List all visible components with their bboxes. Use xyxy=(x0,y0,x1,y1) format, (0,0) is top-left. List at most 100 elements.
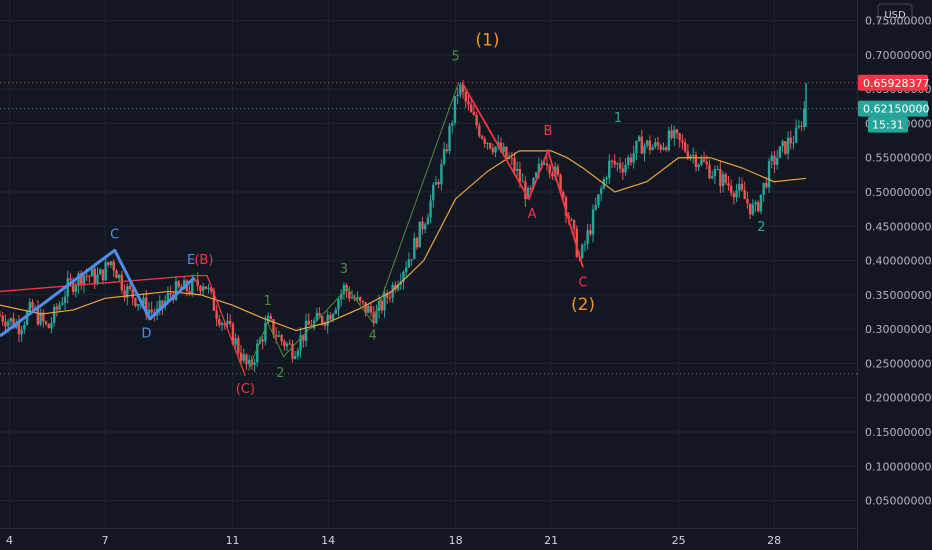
candle-body xyxy=(101,269,105,281)
candle-body xyxy=(551,173,554,177)
candle-body xyxy=(494,146,497,153)
wave-label: 1 xyxy=(614,111,622,126)
candle-body xyxy=(472,112,476,115)
candle-body xyxy=(220,323,224,326)
price-badge xyxy=(858,74,928,91)
price-axis[interactable]: USD 0.750000000.700000000.650000000.6000… xyxy=(857,0,932,550)
candle-body xyxy=(708,164,711,179)
candle-body xyxy=(459,84,462,95)
candle-body xyxy=(404,267,408,272)
candle-body xyxy=(445,149,449,152)
candle-body xyxy=(98,269,102,275)
candle-body xyxy=(532,177,535,189)
candle-body xyxy=(524,181,527,200)
candle-body xyxy=(269,315,272,320)
candle-body xyxy=(147,309,151,315)
candle-body xyxy=(483,138,486,144)
candle-body xyxy=(426,217,430,225)
currency-box[interactable] xyxy=(877,3,913,25)
candle-body xyxy=(302,335,305,341)
candle-body xyxy=(608,160,611,179)
candle-body xyxy=(394,284,397,290)
candle-body xyxy=(729,185,733,194)
candle-body xyxy=(789,137,792,144)
candle-body xyxy=(751,204,755,215)
candle-body xyxy=(261,339,264,342)
grid xyxy=(0,0,857,528)
candle-body xyxy=(540,163,543,165)
candle-body xyxy=(732,193,736,198)
red-abc-wave xyxy=(461,81,584,268)
red-correction-wave xyxy=(0,275,246,377)
candle-body xyxy=(331,313,335,320)
candle-body xyxy=(469,104,473,113)
candle-body xyxy=(724,174,727,184)
candle-body xyxy=(478,125,481,136)
wave-label: D xyxy=(142,326,152,341)
candle-body xyxy=(697,164,700,168)
candle-body xyxy=(174,281,178,300)
candle-body xyxy=(74,285,78,292)
candle-body xyxy=(63,296,67,303)
candle-body xyxy=(543,163,546,165)
candle-body xyxy=(792,142,795,144)
candle-body xyxy=(47,323,50,329)
wave-label: 5 xyxy=(451,49,459,64)
candle-body xyxy=(212,291,216,311)
candle-body xyxy=(559,174,562,193)
wave-label: 2 xyxy=(276,366,284,381)
candle-body xyxy=(437,182,440,185)
candle-body xyxy=(131,288,134,299)
candle-body xyxy=(315,312,319,321)
candle-body xyxy=(605,178,608,180)
candle-body xyxy=(6,321,10,327)
candle-body xyxy=(264,323,267,342)
candle-body xyxy=(299,335,302,351)
price-badge-label: 0.65928377 xyxy=(863,77,929,90)
candle-body xyxy=(410,259,413,261)
candle-body xyxy=(418,221,421,248)
candle-body xyxy=(727,183,730,186)
candle-body xyxy=(432,184,435,201)
candle-body xyxy=(800,125,803,127)
currency-label[interactable]: USD xyxy=(884,10,906,21)
candle-body xyxy=(128,286,132,289)
candle-body xyxy=(738,183,741,191)
candle-body xyxy=(42,312,45,322)
wave-lines xyxy=(0,81,584,377)
candle-body xyxy=(120,274,124,291)
candle-body xyxy=(215,310,218,320)
candle-body xyxy=(618,163,622,169)
candle-body xyxy=(781,141,784,147)
candle-body xyxy=(283,341,286,347)
candle-body xyxy=(786,137,790,154)
candle-body xyxy=(4,321,7,327)
candle-body xyxy=(451,122,454,126)
wave-label: (1) xyxy=(475,30,499,50)
wave-label: 2 xyxy=(757,220,765,235)
candle-body xyxy=(586,230,589,244)
candle-body xyxy=(597,194,600,206)
candle-body xyxy=(475,114,478,126)
candle-body xyxy=(534,172,538,178)
candle-body xyxy=(234,338,237,345)
candle-body xyxy=(797,125,801,128)
blue-wave xyxy=(0,248,196,338)
candle-body xyxy=(340,293,343,300)
candle-body xyxy=(386,292,389,298)
price-levels xyxy=(0,82,857,375)
candle-body xyxy=(770,155,773,162)
candle-body xyxy=(423,224,427,230)
candle-body xyxy=(358,297,362,301)
wave-label: A xyxy=(528,207,537,222)
time-axis[interactable]: 4 7 11 14 18 21 25 28 xyxy=(0,528,857,548)
candle-body xyxy=(526,187,530,200)
candle-body xyxy=(158,300,161,309)
candle-body xyxy=(589,230,592,235)
candle-body xyxy=(694,154,698,168)
x-tick-label: 28 xyxy=(767,534,781,547)
y-tick-label: 0.50000000 xyxy=(865,186,931,199)
candle-body xyxy=(529,187,532,189)
